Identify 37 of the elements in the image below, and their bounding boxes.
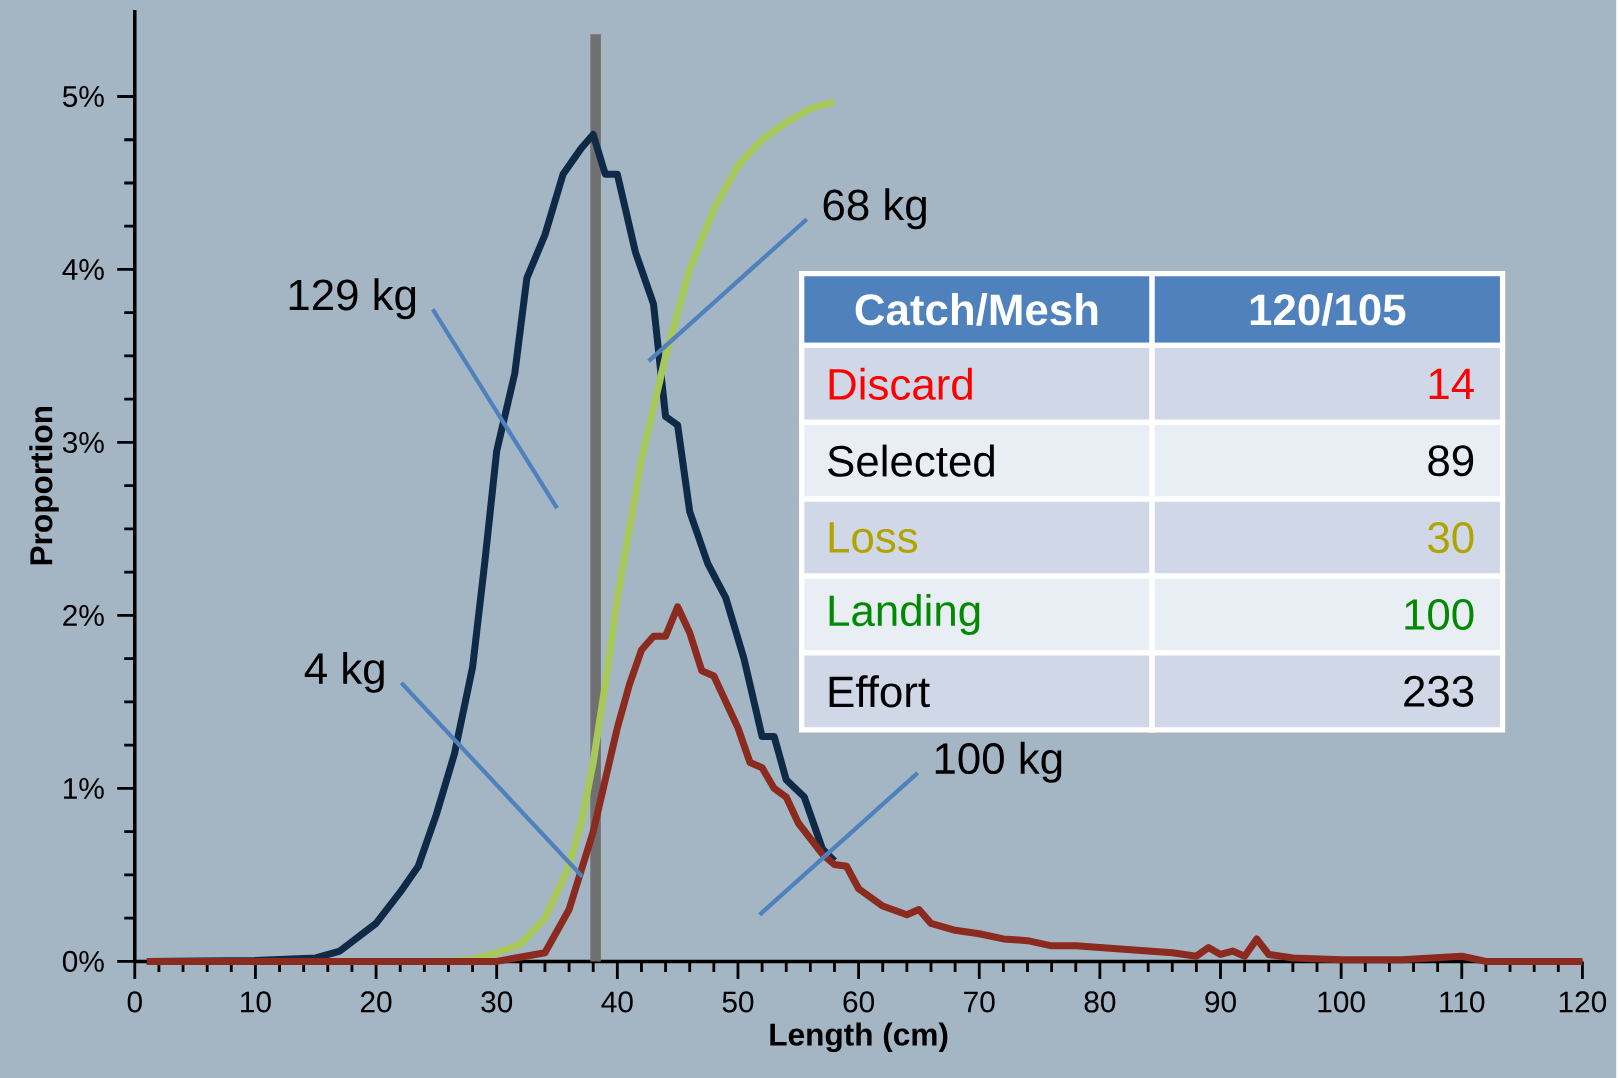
annotation: 120/105 — [1250, 293, 1406, 326]
x-tick-label: 20 — [360, 991, 392, 1013]
annotation: 89 — [1428, 445, 1474, 477]
x-tick-label: 0 — [127, 991, 142, 1013]
annotation: 100 kg — [935, 741, 1062, 783]
x-tick-label: 100 — [1318, 991, 1365, 1013]
annotation: Effort — [829, 675, 930, 708]
x-tick-label: 60 — [843, 991, 875, 1013]
x-tick-label: 90 — [1205, 991, 1236, 1013]
x-tick-label: 50 — [722, 991, 754, 1013]
annotation: 14 — [1429, 368, 1474, 399]
x-tick-label: 10 — [241, 991, 271, 1013]
annotation: Selected — [828, 444, 994, 477]
y-tick-label: 3% — [62, 431, 104, 453]
annotation: Loss — [829, 522, 918, 553]
annotation: Landing — [829, 593, 980, 635]
annotation: 233 — [1404, 675, 1474, 707]
y-axis-title: Proportion — [29, 406, 59, 565]
y-tick-label: 1% — [63, 777, 104, 799]
x-tick-label: 70 — [964, 991, 995, 1013]
y-tick-label: 5% — [62, 85, 104, 107]
x-tick-label: 30 — [481, 991, 513, 1013]
annotation: 30 — [1428, 521, 1474, 554]
x-tick-label: 80 — [1084, 991, 1116, 1013]
x-tick-label: 40 — [601, 991, 633, 1013]
x-tick-label: 110 — [1440, 991, 1485, 1013]
annotation: 4 kg — [304, 651, 384, 693]
annotation: Discard — [829, 367, 972, 400]
y-tick-label: 4% — [62, 258, 104, 280]
annotation: Catch/Mesh — [855, 293, 1098, 326]
annotation: 68 kg — [823, 188, 926, 230]
x-tick-label: 120 — [1559, 991, 1607, 1013]
y-tick-label: 2% — [63, 604, 104, 626]
y-tick-label: 0% — [62, 950, 104, 972]
annotation: 129 kg — [289, 278, 416, 320]
x-axis-title: Length (cm) — [770, 1022, 948, 1053]
annotation: 100 — [1405, 598, 1474, 630]
